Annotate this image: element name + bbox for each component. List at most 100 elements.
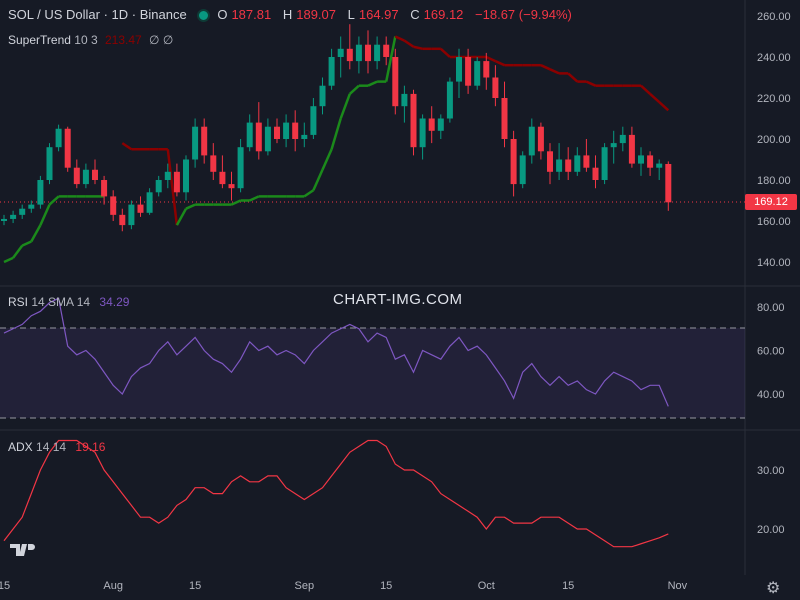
candle-body (283, 122, 290, 139)
price-axis-label: 200.00 (757, 134, 791, 146)
candle-up (183, 155, 189, 201)
candle-body (101, 180, 108, 197)
time-axis-label: 15 (562, 580, 574, 592)
candle-body (192, 126, 199, 160)
candle-up (446, 77, 453, 123)
supertrend-segment (230, 199, 242, 206)
supertrend-segment (312, 169, 324, 191)
supertrend-value: 213.47 (104, 33, 142, 47)
candle-body (610, 143, 617, 148)
symbol-title[interactable]: SOL / US Dollar · 1D · Binance (8, 7, 187, 22)
candle-body (246, 122, 253, 148)
candle-body (274, 126, 280, 139)
supertrend-legend[interactable]: SuperTrend 10 3 213.47 ∅ ∅ (8, 33, 173, 47)
price-axis-label: 140.00 (757, 257, 791, 269)
supertrend-segment (321, 148, 333, 171)
candle-body (437, 118, 444, 131)
candle-down (64, 126, 71, 172)
time-axis-label: 15 (0, 580, 10, 592)
candle-down (173, 163, 180, 197)
candle-up (237, 139, 244, 193)
candle-body (146, 192, 153, 213)
candle-body (465, 57, 472, 86)
candle-body (565, 159, 572, 172)
empty-set-icon: ∅ ∅ (149, 33, 174, 47)
ohlc-close: C 169.12 (410, 7, 464, 22)
candle-body (219, 171, 226, 185)
candle-body (228, 184, 235, 189)
market-status-icon (196, 9, 210, 23)
candle-body (519, 155, 526, 185)
candle-body (82, 169, 89, 185)
settings-gear-icon[interactable]: ⚙ (766, 580, 781, 597)
adx-legend[interactable]: ADX 14 14 19.16 (8, 440, 105, 454)
price-axis-label: 180.00 (757, 175, 791, 187)
candle-body (73, 167, 80, 185)
supertrend-segment (175, 208, 188, 226)
candle-body (28, 204, 35, 209)
candle-body (110, 196, 117, 215)
candle-up (37, 175, 44, 209)
supertrend-segment (12, 244, 24, 259)
candle-up (355, 36, 362, 74)
candle-body (592, 167, 599, 180)
candle-down (101, 175, 108, 205)
candle-up (155, 175, 162, 197)
candle-body (628, 134, 635, 164)
candle-body (37, 180, 44, 205)
candle-down (410, 89, 417, 156)
candle-down (428, 106, 435, 144)
rsi-params: 14 SMA 14 (31, 295, 91, 309)
adx-params: 14 14 (36, 440, 67, 454)
rsi-legend[interactable]: RSI 14 SMA 14 34.29 (8, 295, 129, 309)
candle-body (492, 77, 499, 98)
supertrend-segment (330, 118, 342, 150)
candle-body (19, 208, 26, 215)
candle-up (1, 214, 7, 226)
candle-up (401, 85, 408, 123)
candle-down (565, 147, 572, 180)
supertrend-segment (39, 204, 51, 226)
candle-body (638, 155, 644, 164)
candle-body (601, 147, 608, 180)
supertrend-segment (249, 195, 260, 202)
candle-up (328, 48, 335, 90)
candle-body (374, 44, 381, 62)
supertrend-segment (339, 93, 351, 119)
candle-body (328, 57, 335, 86)
supertrend-name: SuperTrend (8, 33, 71, 47)
supertrend-params: 10 3 (74, 33, 98, 47)
candle-up (264, 118, 271, 156)
rsi-axis-label: 80.00 (757, 302, 785, 314)
supertrend-segment (303, 189, 315, 198)
candle-body (528, 126, 535, 156)
candle-body (619, 134, 626, 144)
candle-body (346, 48, 353, 62)
candle-body (210, 155, 217, 172)
candle-down (537, 122, 544, 160)
candle-body (656, 163, 663, 168)
candle-down (483, 52, 490, 90)
candle-down (510, 130, 517, 197)
price-axis-label: 260.00 (757, 11, 791, 23)
candle-up (556, 143, 563, 180)
candle-body (310, 106, 317, 135)
candle-up (656, 159, 663, 180)
price-change: −18.67 (−9.94%) (475, 7, 572, 22)
candle-body (10, 214, 17, 219)
supertrend-segment (413, 45, 423, 51)
supertrend-segment (21, 240, 32, 247)
candle-up (519, 151, 526, 189)
adx-name: ADX (8, 440, 33, 454)
candle-body (255, 122, 262, 152)
candle-body (46, 147, 53, 180)
candle-body (137, 204, 144, 213)
candle-body (483, 61, 490, 78)
tradingview-logo-icon[interactable] (10, 542, 38, 558)
candle-up (528, 118, 535, 164)
candle-down (492, 65, 499, 107)
candle-down (501, 81, 508, 148)
candle-down (365, 30, 371, 74)
candle-body (574, 155, 581, 172)
candle-body (392, 57, 399, 107)
